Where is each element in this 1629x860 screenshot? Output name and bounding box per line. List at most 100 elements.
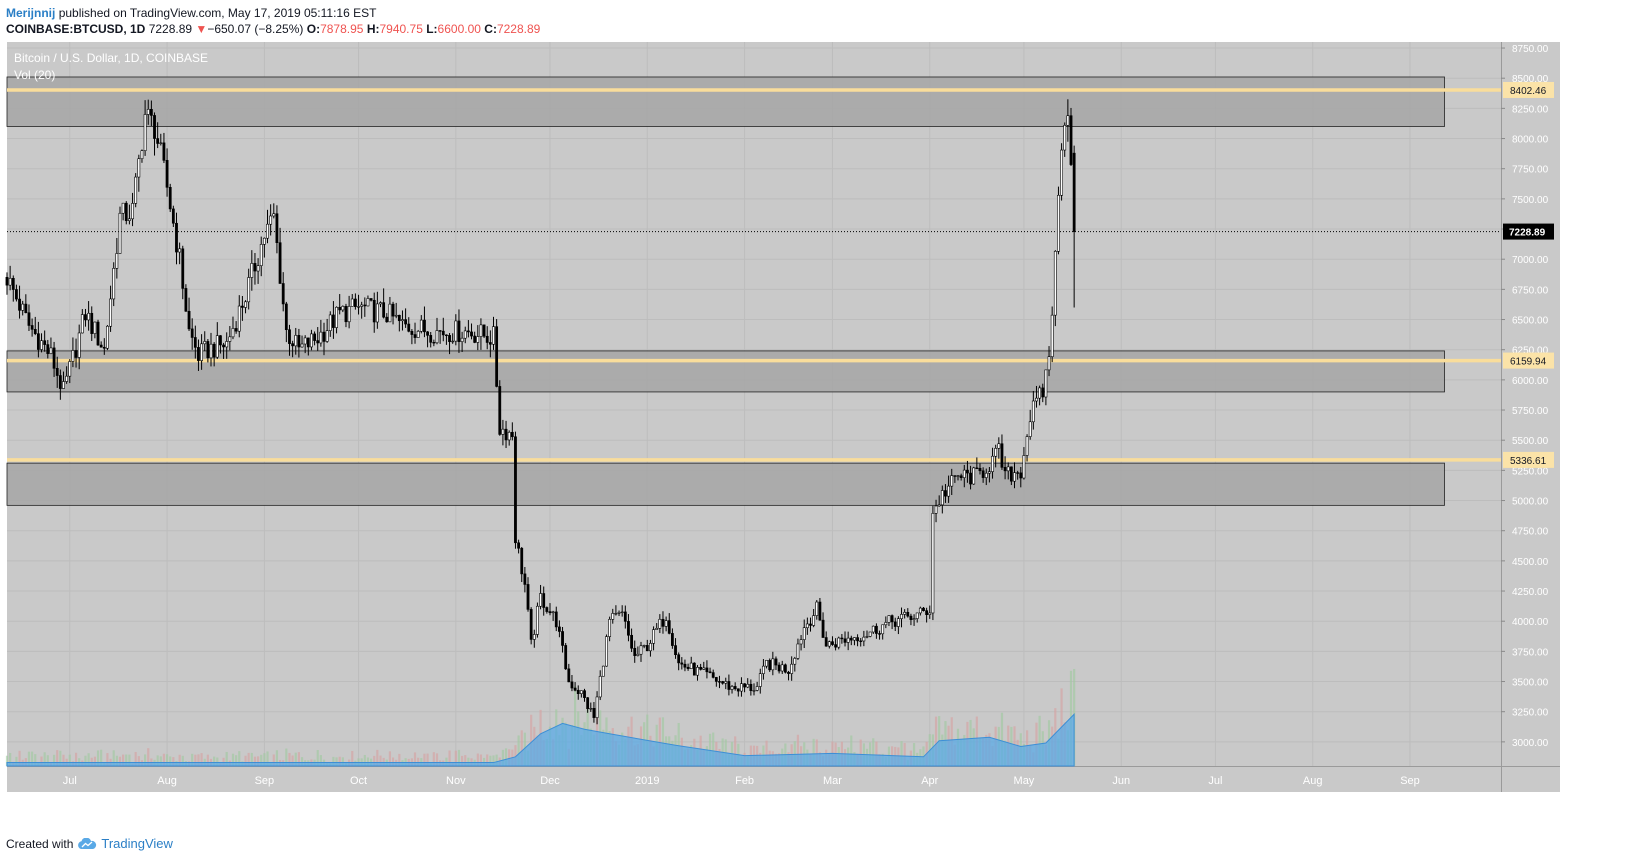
candle-body xyxy=(115,253,119,269)
author-name[interactable]: Merijnnij xyxy=(6,6,56,20)
candle-body xyxy=(975,467,979,469)
candle-body xyxy=(269,215,273,225)
candle-body xyxy=(237,305,241,332)
volume-bar xyxy=(332,756,335,766)
time-axis-panel[interactable] xyxy=(7,767,1560,792)
volume-bar xyxy=(112,750,115,766)
volume-legend: Vol (20) xyxy=(14,68,55,82)
volume-bar xyxy=(903,742,906,766)
volume-bar xyxy=(319,755,322,766)
candle-body xyxy=(178,248,182,253)
price-tick-label: 6500.00 xyxy=(1512,316,1549,327)
candle-body xyxy=(275,213,279,243)
zone-3[interactable] xyxy=(6,462,1445,506)
candle-body xyxy=(184,288,188,312)
volume-bar xyxy=(934,716,938,766)
volume-bar xyxy=(106,753,109,766)
candle-body xyxy=(109,298,112,327)
candle-body xyxy=(661,618,665,627)
candle-body xyxy=(171,208,175,224)
candle-body xyxy=(821,619,825,638)
candle-body xyxy=(363,304,367,307)
volume-bar xyxy=(448,750,451,766)
candle-body xyxy=(1047,356,1051,371)
candle-body xyxy=(416,330,420,338)
candle-body xyxy=(991,455,994,472)
candle-body xyxy=(485,335,489,343)
open-label: O: xyxy=(306,22,321,36)
candle-body xyxy=(1072,152,1076,232)
candle-body xyxy=(714,677,718,682)
candle-body xyxy=(391,303,395,317)
chart-panel[interactable] xyxy=(7,42,1501,766)
candle-body xyxy=(495,326,499,387)
candle-body xyxy=(831,641,834,645)
candle-body xyxy=(554,611,558,628)
zone-1[interactable] xyxy=(6,76,1445,127)
candle-body xyxy=(212,343,216,358)
volume-bar xyxy=(373,755,376,766)
volume-bar xyxy=(59,750,62,766)
candle-body xyxy=(696,667,699,676)
candle-body xyxy=(649,643,652,652)
candle-body xyxy=(1013,472,1016,482)
volume-bar xyxy=(489,755,492,766)
volume-bar xyxy=(479,754,483,766)
candle-body xyxy=(5,276,9,286)
candle-body xyxy=(463,330,467,339)
support-resistance-zones[interactable] xyxy=(6,76,1445,506)
volume-bar xyxy=(260,754,263,766)
volume-bar xyxy=(200,753,203,766)
price-tick-label: 5500.00 xyxy=(1512,436,1549,447)
candle-body xyxy=(743,683,746,688)
volume-bar xyxy=(134,751,137,766)
candle-body xyxy=(410,330,414,335)
candle-body xyxy=(978,467,982,472)
candle-body xyxy=(58,375,62,389)
candle-body xyxy=(724,681,728,684)
level-tag-label: 6159.94 xyxy=(1510,357,1547,368)
created-with-label: Created with xyxy=(6,836,74,851)
volume-bar xyxy=(238,751,241,766)
time-tick-label: Jun xyxy=(1112,775,1130,787)
candle-body xyxy=(488,342,492,345)
candle-body xyxy=(288,329,291,344)
volume-bar xyxy=(875,741,878,766)
candle-body xyxy=(592,708,596,718)
ohlc-header: COINBASE:BTCUSD, 1D 7228.89 ▼−650.07 (−8… xyxy=(6,22,540,36)
candle-body xyxy=(765,660,768,667)
price-tick-label: 8750.00 xyxy=(1512,44,1549,55)
volume-bar xyxy=(31,751,34,766)
volume-bar xyxy=(216,757,219,766)
candle-body xyxy=(862,636,866,642)
candle-body xyxy=(404,319,408,325)
candle-body xyxy=(586,697,590,709)
candle-body xyxy=(711,672,715,678)
volume-bar xyxy=(504,748,508,766)
zone-2[interactable] xyxy=(6,350,1445,393)
published-text: published on TradingView.com, May 17, 20… xyxy=(58,6,377,20)
candle-body xyxy=(134,176,138,204)
volume-bar xyxy=(15,756,18,766)
candle-body xyxy=(718,681,721,683)
candle-body xyxy=(197,347,200,361)
volume-bar xyxy=(291,755,294,766)
level-lines[interactable] xyxy=(7,88,1501,462)
volume-bar xyxy=(118,756,122,766)
tradingview-link[interactable]: TradingView xyxy=(101,836,173,851)
candle-body xyxy=(479,324,483,337)
candle-body xyxy=(454,320,458,342)
candle-body xyxy=(501,428,505,435)
price-axis[interactable]: 8750.00 8500.00 8250.00 8000.00 7750.00 7500.… xyxy=(1501,44,1549,749)
candle-body xyxy=(140,150,144,160)
price-axis-panel[interactable] xyxy=(1502,42,1560,766)
candle-body xyxy=(310,333,313,348)
time-axis[interactable]: Jul Aug Sep Oct Nov Dec 2019 Feb Mar Apr May Jun Jul… xyxy=(63,775,1420,787)
volume-bar xyxy=(156,755,159,766)
candle-body xyxy=(837,637,841,648)
candle-body xyxy=(645,645,649,652)
candle-body xyxy=(558,626,561,632)
candle-body xyxy=(253,263,257,272)
candle-body xyxy=(749,683,753,691)
